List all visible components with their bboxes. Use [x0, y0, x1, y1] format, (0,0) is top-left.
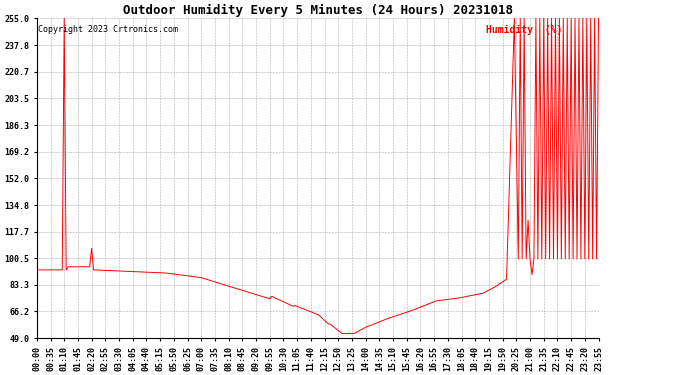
- Title: Outdoor Humidity Every 5 Minutes (24 Hours) 20231018: Outdoor Humidity Every 5 Minutes (24 Hou…: [123, 4, 513, 17]
- Text: Copyright 2023 Crtronics.com: Copyright 2023 Crtronics.com: [38, 25, 178, 34]
- Text: Humidity  (%): Humidity (%): [486, 25, 562, 35]
